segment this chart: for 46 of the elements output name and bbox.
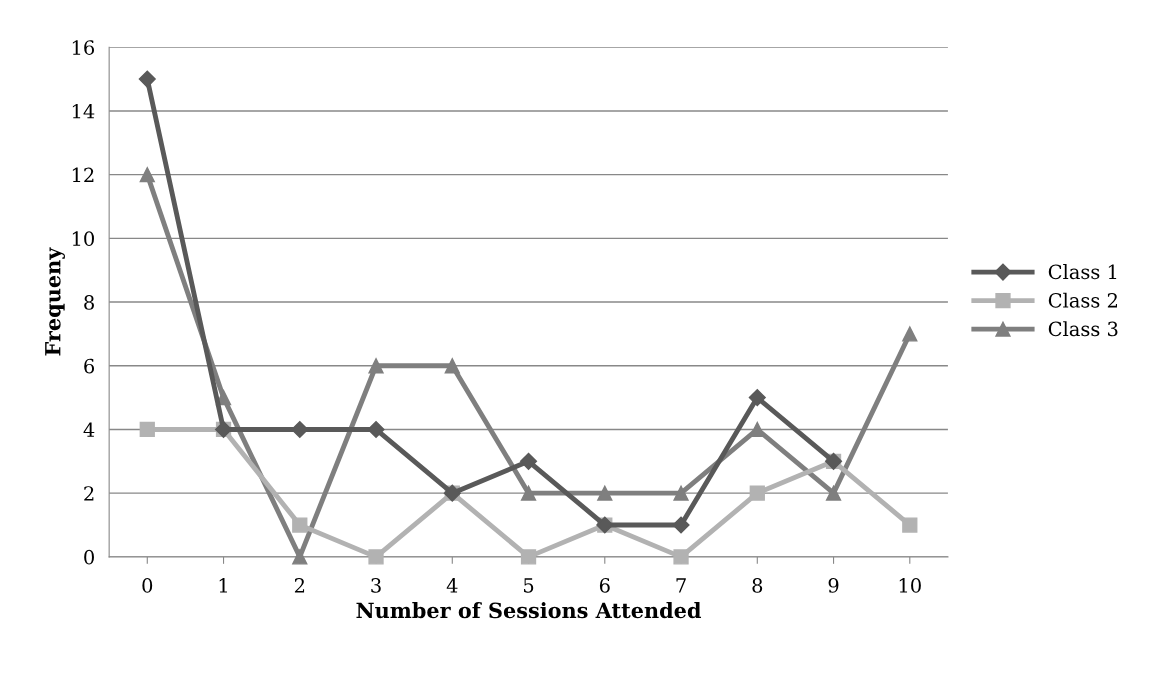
point [673, 549, 689, 565]
x-tick-label: 7 [676, 578, 686, 593]
x-tick-label: 10 [899, 578, 921, 593]
y-tick-label: 10 [72, 231, 94, 247]
point [138, 70, 156, 88]
point [139, 421, 155, 438]
x-tick-label: 4 [446, 578, 458, 593]
point [520, 485, 537, 501]
point [597, 485, 613, 501]
x-tick-label: 9 [828, 578, 839, 593]
y-tick-label: 6 [84, 358, 95, 374]
point [673, 485, 689, 501]
x-tick-label: 0 [142, 578, 153, 593]
legend-label: Class 3 [1048, 321, 1118, 337]
x-tick-label: 1 [219, 578, 227, 593]
y-tick-label: 2 [84, 486, 94, 501]
point [292, 549, 308, 565]
point [520, 549, 537, 565]
point [672, 516, 690, 534]
point [139, 167, 155, 183]
point [368, 358, 384, 374]
y-tick-label: 16 [72, 40, 95, 55]
legend-label: Class 1 [1048, 264, 1117, 280]
point [902, 517, 918, 533]
point [519, 452, 538, 470]
point [749, 485, 765, 501]
y-tick-label: 14 [72, 103, 95, 119]
x-axis-title: Number of Sessions Attended [356, 602, 702, 619]
legend-label: Class 2 [1048, 292, 1117, 308]
point [444, 358, 460, 374]
y-tick-label: 4 [83, 422, 95, 437]
point [368, 549, 384, 565]
x-tick-label: 5 [524, 578, 534, 593]
y-tick-label: 0 [84, 549, 94, 565]
y-axis-title: Frequeny [45, 247, 65, 356]
point [367, 420, 385, 439]
x-tick-label: 3 [371, 578, 381, 593]
point [825, 485, 842, 501]
x-tick-label: 8 [752, 578, 763, 593]
point [748, 389, 766, 407]
point [292, 517, 308, 533]
point [902, 326, 918, 342]
x-tick-label: 6 [599, 578, 610, 593]
y-tick-label: 8 [84, 295, 94, 310]
x-tick-label: 2 [294, 578, 305, 593]
y-tick-label: 12 [72, 167, 94, 183]
